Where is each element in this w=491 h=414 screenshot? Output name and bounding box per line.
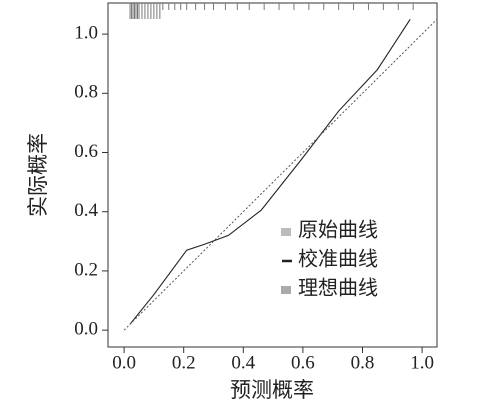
legend-label: 原始曲线 <box>298 219 378 242</box>
ideal-line <box>123 18 438 331</box>
y-tick-label: 0.2 <box>74 259 98 280</box>
x-tick-label: 0.6 <box>291 352 315 373</box>
x-axis-title: 预测概率 <box>230 378 314 402</box>
x-tick-label: 0.0 <box>112 352 136 373</box>
y-tick-label: 1.0 <box>74 22 98 43</box>
calibration-line <box>129 18 411 325</box>
x-tick-label: 1.0 <box>410 352 434 373</box>
x-tick-label: 0.8 <box>351 352 375 373</box>
plot-frame <box>107 2 438 348</box>
x-tick-label: 0.4 <box>231 352 255 373</box>
y-tick-label: 0.8 <box>74 82 98 103</box>
y-tick-label: 0.4 <box>74 200 98 221</box>
y-axis-title: 实际概率 <box>26 133 50 217</box>
legend-label: 校准曲线 <box>298 248 378 271</box>
y-tick-label: 0.0 <box>74 318 98 339</box>
y-tick-label: 0.6 <box>74 141 98 162</box>
legend-label: 理想曲线 <box>298 277 378 300</box>
x-tick-label: 0.2 <box>172 352 196 373</box>
